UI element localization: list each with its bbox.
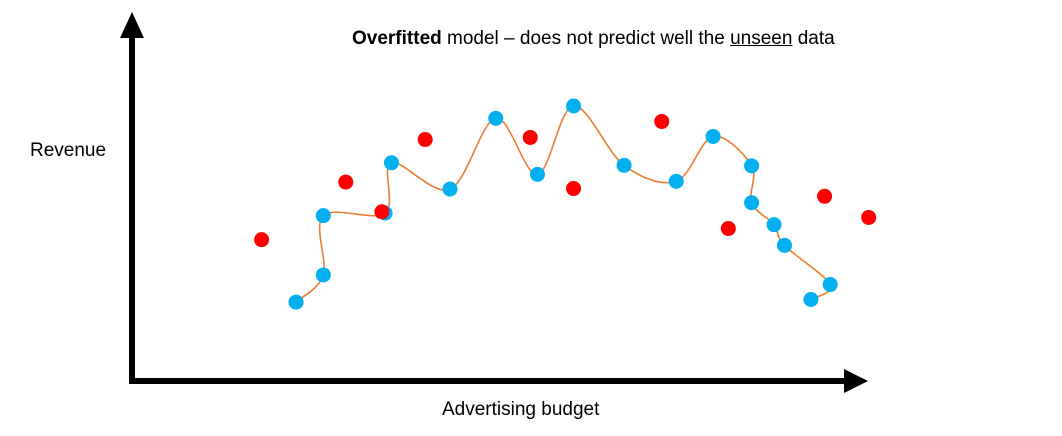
unseen-point-5 xyxy=(566,181,582,197)
training-point-16 xyxy=(822,277,838,293)
x-axis-arrow-icon xyxy=(844,369,868,393)
training-point-10 xyxy=(668,173,684,189)
training-point-11 xyxy=(705,128,721,144)
training-point-0 xyxy=(288,294,304,310)
training-point-13 xyxy=(744,195,760,211)
unseen-point-2 xyxy=(417,132,433,148)
training-point-6 xyxy=(488,110,504,126)
y-axis-label: Revenue xyxy=(30,140,107,161)
x-axis-label: Advertising budget xyxy=(442,399,600,420)
training-point-15 xyxy=(776,237,792,253)
training-point-14 xyxy=(766,217,782,233)
training-point-12 xyxy=(744,158,760,174)
training-point-5 xyxy=(442,181,458,197)
training-point-9 xyxy=(616,157,632,173)
points-layer xyxy=(254,98,877,310)
chart-title: Overfitted model – does not predict well… xyxy=(352,28,835,50)
title-end: data xyxy=(792,28,835,49)
title-underline: unseen xyxy=(730,28,793,49)
unseen-point-4 xyxy=(522,129,538,145)
unseen-point-6 xyxy=(654,113,670,129)
training-point-2 xyxy=(315,208,331,224)
unseen-point-8 xyxy=(817,188,833,204)
training-point-17 xyxy=(803,292,819,307)
unseen-point-3 xyxy=(374,204,390,220)
training-point-1 xyxy=(315,267,331,283)
unseen-point-1 xyxy=(338,174,354,190)
training-point-8 xyxy=(566,98,582,114)
y-axis-arrow-icon xyxy=(120,12,144,38)
training-point-7 xyxy=(529,166,545,182)
unseen-point-9 xyxy=(861,209,877,225)
unseen-point-7 xyxy=(720,221,736,237)
training-point-4 xyxy=(383,155,399,171)
title-bold: Overfitted xyxy=(352,28,442,49)
title-middle: model – does not predict well the xyxy=(441,28,731,49)
unseen-point-0 xyxy=(254,232,270,248)
